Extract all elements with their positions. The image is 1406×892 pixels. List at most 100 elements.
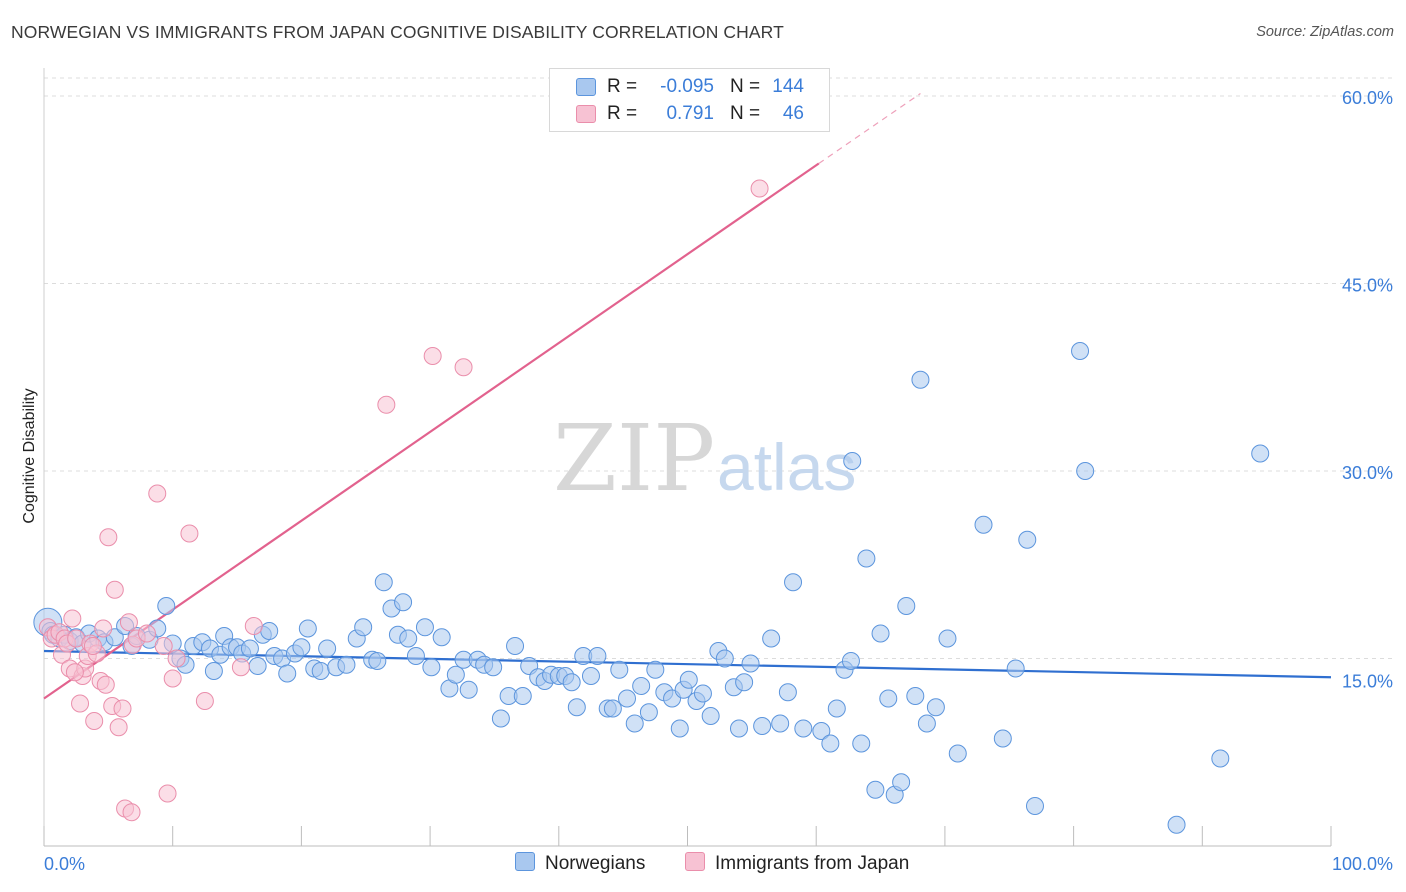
y-tick-labels: 15.0% 30.0% 45.0% 60.0% — [1342, 88, 1393, 692]
norwegians-point — [204, 662, 223, 680]
norwegians-point — [625, 714, 644, 733]
norwegians-point — [1025, 797, 1044, 815]
x-tick-label-min: 0.0% — [44, 854, 85, 874]
norwegians-point — [892, 773, 911, 792]
norwegians-point — [240, 639, 259, 658]
series-immigrants-from-japan — [38, 179, 769, 822]
norwegians-point — [926, 698, 945, 717]
norwegians-point — [446, 665, 465, 684]
norwegians-point — [406, 647, 425, 665]
legend-swatch-japan — [685, 852, 705, 871]
norwegians-point — [993, 729, 1012, 748]
legend-swatch-pink — [576, 105, 596, 123]
japan-point — [148, 484, 167, 503]
norwegians-point — [906, 687, 925, 705]
norwegians-point — [1076, 462, 1095, 480]
norwegians-point — [484, 658, 503, 677]
norwegians-point — [318, 639, 337, 658]
japan-point — [119, 613, 138, 632]
correlation-legend: R = -0.095 N = 144 R = 0.791 N = 46 — [549, 68, 830, 132]
legend-n-label: N = — [730, 103, 761, 124]
norwegians-point — [581, 667, 600, 685]
y-tick-label: 30.0% — [1342, 463, 1393, 483]
norwegians-point — [311, 662, 330, 680]
legend-row-norwegians: R = -0.095 N = 144 — [550, 74, 829, 100]
norwegians-point — [1006, 659, 1025, 678]
norwegians-point — [1211, 749, 1230, 768]
norwegians-point — [567, 698, 586, 717]
japan-point — [99, 528, 118, 547]
norwegians-point — [248, 657, 267, 675]
series-norwegians — [33, 342, 1270, 834]
norwegians-point — [260, 622, 279, 640]
watermark-zip: ZIP — [553, 405, 715, 512]
chart-title: NORWEGIAN VS IMMIGRANTS FROM JAPAN COGNI… — [11, 22, 784, 42]
norwegians-point — [741, 654, 760, 673]
norwegians-point — [157, 597, 176, 615]
norwegians-point — [871, 624, 890, 643]
norwegians-point — [897, 597, 916, 615]
norwegians-point — [618, 689, 637, 708]
norwegians-point — [841, 652, 860, 670]
norwegians-point — [298, 619, 317, 638]
norwegians-point — [562, 673, 581, 692]
norwegians-point — [513, 687, 532, 705]
norwegians-point — [278, 664, 297, 683]
norwegians-point — [879, 689, 898, 708]
legend-item-norwegians[interactable]: Norwegians — [515, 852, 645, 875]
norwegians-point — [1071, 342, 1090, 360]
norwegians-point — [857, 549, 876, 568]
japan-point — [454, 358, 473, 377]
norwegians-point — [693, 684, 712, 703]
japan-point — [122, 803, 141, 822]
norwegians-point — [337, 655, 356, 674]
japan-point — [231, 658, 250, 677]
axes — [43, 68, 1332, 847]
norwegians-point — [588, 647, 607, 665]
norwegians-point — [729, 719, 748, 738]
legend-n-value: 46 — [782, 103, 804, 124]
norwegians-point — [491, 709, 510, 728]
norwegians-point — [948, 744, 967, 763]
norwegians-point — [821, 734, 840, 753]
japan-point — [94, 619, 113, 638]
japan-point — [71, 694, 90, 713]
japan-point — [158, 784, 177, 803]
norwegians-point — [459, 680, 478, 699]
norwegians-point — [762, 629, 781, 648]
grid-lines — [44, 77, 1392, 659]
japan-point — [113, 699, 132, 718]
norwegians-point — [354, 618, 373, 637]
japan-point — [65, 663, 84, 682]
trend-lines — [43, 93, 1332, 700]
legend-label-japan: Immigrants from Japan — [715, 853, 910, 874]
watermark: ZIP atlas — [553, 405, 856, 512]
watermark-atlas: atlas — [717, 430, 856, 504]
source-credit: Source: ZipAtlas.com — [1256, 24, 1394, 40]
norwegians-point — [771, 714, 790, 733]
legend-swatch-blue — [576, 78, 596, 96]
norwegians-point — [917, 714, 936, 733]
norwegians-point — [701, 707, 720, 725]
japan-point — [377, 395, 396, 414]
legend-r-value: -0.095 — [660, 76, 714, 97]
norwegians-point — [639, 703, 658, 722]
y-tick-label: 45.0% — [1342, 276, 1393, 296]
norwegians-point — [784, 573, 803, 592]
norwegians-point — [399, 629, 418, 648]
japan-point — [244, 617, 263, 635]
japan-point — [105, 580, 124, 599]
norwegians-trend-line — [43, 649, 1332, 679]
norwegians-point — [1018, 530, 1037, 549]
norwegians-point — [938, 629, 957, 648]
legend-r-value: 0.791 — [666, 103, 714, 124]
norwegians-point — [632, 677, 651, 695]
japan-point — [154, 637, 173, 655]
norwegians-point — [506, 637, 525, 655]
y-axis-label: Cognitive Disability — [21, 388, 38, 523]
japan-point — [137, 624, 156, 643]
norwegians-point — [432, 628, 451, 647]
legend-item-japan[interactable]: Immigrants from Japan — [685, 852, 909, 875]
japan-point — [96, 675, 115, 694]
